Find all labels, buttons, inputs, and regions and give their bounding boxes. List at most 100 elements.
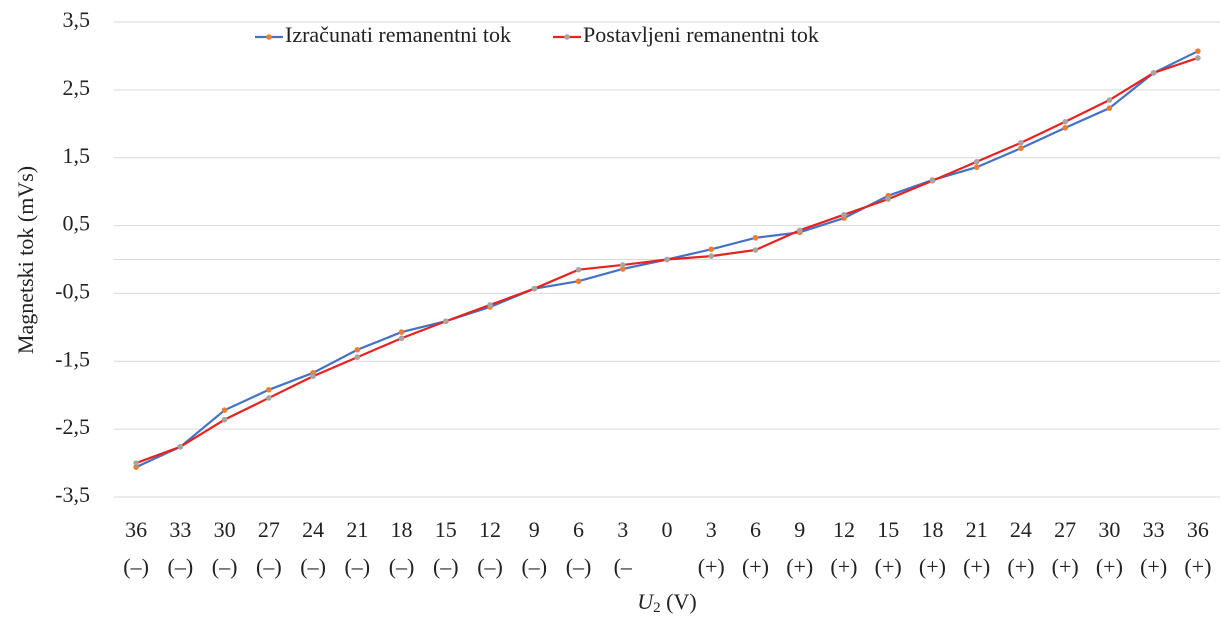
- point-marker: [619, 266, 626, 272]
- point-marker: [221, 407, 228, 413]
- legend-marker: [266, 34, 272, 40]
- x-tick-label: 0: [662, 517, 673, 542]
- point-marker: [133, 460, 139, 466]
- point-marker: [708, 246, 715, 253]
- x-tick-label: 27: [1054, 517, 1076, 542]
- point-marker: [973, 158, 980, 165]
- x-tick-label: 18: [921, 517, 943, 542]
- x-tick-label: (+): [830, 554, 857, 579]
- x-tick-label: 6: [573, 517, 584, 542]
- x-tick-label: 24: [302, 517, 324, 542]
- point-marker: [266, 386, 272, 393]
- point-marker: [221, 416, 228, 423]
- point-marker: [398, 335, 405, 342]
- x-tick-label: (–): [521, 554, 547, 579]
- x-tick-label: 30: [214, 517, 236, 542]
- point-marker: [796, 227, 803, 234]
- x-tick-label: 30: [1098, 517, 1120, 542]
- x-tick-label: (+): [1052, 554, 1079, 579]
- point-marker: [1018, 145, 1024, 152]
- x-tick-label: 24: [1010, 517, 1032, 542]
- x-tick-label: (–): [168, 554, 194, 579]
- x-tick-label: 33: [169, 517, 191, 542]
- point-marker: [1062, 125, 1068, 131]
- legend-label: Izračunati remanentni tok: [285, 22, 511, 47]
- x-tick-label: (+): [1184, 554, 1211, 579]
- point-marker: [619, 262, 626, 268]
- x-tick-label: 36: [125, 517, 147, 542]
- x-tick-label: 9: [529, 517, 540, 542]
- point-marker: [885, 196, 891, 202]
- point-marker: [752, 234, 759, 241]
- x-tick-label: (–): [344, 554, 370, 579]
- point-marker: [487, 302, 493, 308]
- y-tick-label: -3,5: [55, 482, 90, 507]
- point-marker: [1106, 97, 1113, 103]
- point-marker: [266, 395, 272, 401]
- point-marker: [929, 177, 936, 184]
- x-tick-label: (+): [963, 554, 990, 579]
- point-marker: [1195, 55, 1201, 61]
- point-marker: [354, 354, 361, 361]
- x-axis-title-part: (V): [661, 589, 697, 614]
- x-tick-label: 18: [391, 517, 413, 542]
- x-tick-label: 21: [346, 517, 368, 542]
- x-tick-label: (+): [1096, 554, 1123, 579]
- point-marker: [1195, 48, 1201, 54]
- point-marker: [133, 464, 139, 470]
- x-tick-label: 15: [435, 517, 457, 542]
- point-marker: [575, 278, 582, 285]
- x-tick-label: 9: [794, 517, 805, 542]
- x-tick-label: (+): [698, 554, 725, 579]
- point-marker: [531, 285, 538, 292]
- x-tick-label: 6: [750, 517, 761, 542]
- x-tick-label: (–): [389, 554, 415, 579]
- x-tick-label: (–): [212, 554, 238, 579]
- x-tick-label: (–): [300, 554, 326, 579]
- x-tick-label: 12: [833, 517, 855, 542]
- x-tick-label: 36: [1187, 517, 1209, 542]
- x-axis-title-part: U: [637, 589, 655, 614]
- x-tick-label: (–): [123, 554, 149, 579]
- y-tick-label: 2,5: [63, 75, 91, 100]
- x-tick-label: (–: [614, 554, 633, 579]
- x-tick-label: 12: [479, 517, 501, 542]
- point-marker: [973, 164, 980, 171]
- x-tick-label: (+): [1140, 554, 1167, 579]
- x-tick-label: (+): [786, 554, 813, 579]
- point-marker: [752, 247, 759, 253]
- point-marker: [398, 329, 405, 335]
- legend-marker: [564, 34, 570, 40]
- x-tick-label: (+): [742, 554, 769, 579]
- x-tick-label: 27: [258, 517, 280, 542]
- point-marker: [310, 373, 316, 380]
- point-marker: [1150, 70, 1157, 76]
- legend-label: Postavljeni remanentni tok: [583, 22, 819, 47]
- x-tick-label: (–): [433, 554, 459, 579]
- point-marker: [1106, 105, 1113, 111]
- x-tick-label: (–): [477, 554, 503, 579]
- x-tick-label: (+): [1007, 554, 1034, 579]
- point-marker: [708, 253, 715, 259]
- y-tick-label: -0,5: [55, 278, 90, 303]
- point-marker: [354, 346, 361, 353]
- y-axis-title: Magnetski tok (mVs): [13, 166, 38, 354]
- x-tick-label: (–): [566, 554, 592, 579]
- x-tick-label: 15: [877, 517, 899, 542]
- x-tick-label: (+): [875, 554, 902, 579]
- x-tick-label: 33: [1143, 517, 1165, 542]
- x-tick-label: 3: [617, 517, 628, 542]
- y-tick-label: -2,5: [55, 414, 90, 439]
- point-marker: [664, 256, 670, 263]
- x-tick-label: (+): [919, 554, 946, 579]
- y-tick-label: 0,5: [63, 211, 91, 236]
- y-tick-label: 1,5: [63, 143, 91, 168]
- x-tick-label: 21: [966, 517, 988, 542]
- y-tick-label: -1,5: [55, 346, 90, 371]
- point-marker: [443, 318, 449, 325]
- x-tick-label: 3: [706, 517, 717, 542]
- x-tick-label: (–): [256, 554, 282, 579]
- x-axis-title-part: 2: [653, 600, 661, 616]
- x-axis-title: U2 (V): [637, 589, 696, 616]
